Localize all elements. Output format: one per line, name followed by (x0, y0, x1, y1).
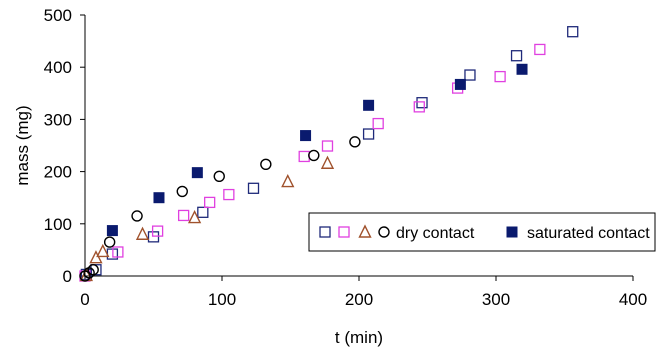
legend-markers (319, 224, 518, 238)
data-point-dry-circle (87, 264, 99, 276)
legend-marker-saturated (506, 226, 518, 238)
legend-label-dry-contact: dry contact (396, 225, 475, 242)
x-tick-label: 300 (482, 290, 510, 309)
data-point-dry-square-magenta (494, 70, 506, 83)
y-tick-label: 200 (44, 163, 72, 182)
data-point-saturated (300, 130, 312, 142)
data-point-dry-square-navy (510, 50, 523, 62)
data-point-dry-circle (260, 158, 272, 170)
y-axis-title: mass (mg) (13, 105, 32, 185)
data-point-dry-circle (131, 210, 143, 222)
data-point-dry-square-magenta (372, 117, 384, 130)
data-point-dry-square-navy (90, 264, 102, 276)
data-point-dry-square-navy (247, 182, 260, 194)
x-tick-label: 0 (80, 290, 89, 309)
y-tick-label: 300 (44, 110, 72, 129)
data-point-dry-square-magenta (534, 43, 546, 56)
x-tick-label: 200 (345, 290, 373, 309)
y-tick-label: 0 (63, 267, 72, 286)
x-axis-title: t (min) (335, 328, 383, 347)
y-tick-label: 400 (44, 58, 72, 77)
data-point-dry-square-magenta (223, 188, 235, 201)
data-point-dry-triangle (320, 155, 335, 169)
legend-label-saturated-contact: saturated contact (527, 225, 650, 242)
data-point-dry-circle (103, 236, 116, 248)
legend-marker-dry-circle (378, 226, 390, 238)
data-point-dry-square-magenta (321, 140, 334, 152)
legend-marker-dry-square-navy (319, 226, 331, 238)
data-point-dry-circle (213, 170, 225, 182)
y-tick-label: 100 (44, 215, 72, 234)
data-point-dry-circle (176, 185, 188, 198)
data-point-saturated (106, 225, 118, 237)
data-point-dry-triangle (187, 209, 202, 224)
data-point-dry-triangle (96, 243, 110, 258)
legend-marker-dry-square-magenta (338, 226, 350, 238)
y-tick-label: 500 (44, 6, 72, 25)
data-point-dry-square-navy (464, 69, 476, 81)
x-ticks: 0 100 200 300 400 (80, 276, 647, 309)
data-point-dry-square-navy (197, 206, 209, 218)
data-point-dry-square-magenta (177, 209, 190, 222)
data-point-dry-square-magenta (112, 246, 124, 258)
series-dry-triangle (79, 155, 335, 282)
data-point-dry-square-magenta (151, 225, 164, 237)
legend: dry contact saturated contact (308, 212, 656, 252)
data-point-dry-square-magenta (204, 196, 216, 209)
data-point-saturated (454, 78, 466, 90)
data-point-dry-square-magenta (413, 101, 425, 113)
data-point-dry-square-navy (416, 97, 428, 109)
legend-box (308, 212, 656, 252)
data-point-saturated (153, 192, 165, 204)
data-point-dry-circle (308, 149, 320, 162)
data-points (79, 26, 579, 282)
x-tick-label: 100 (208, 290, 236, 309)
data-point-dry-square-navy (362, 128, 375, 140)
series-saturated (106, 63, 528, 237)
data-point-dry-square-navy (567, 26, 579, 38)
data-point-dry-square-navy (147, 231, 160, 243)
y-ticks: 0 100 200 300 400 500 (44, 6, 85, 286)
legend-marker-dry-triangle (358, 224, 372, 238)
data-point-dry-triangle (281, 173, 295, 188)
data-point-dry-circle (349, 136, 361, 148)
data-point-saturated (363, 99, 375, 111)
x-tick-label: 400 (619, 290, 647, 309)
series-dry-circle (79, 136, 361, 282)
data-point-saturated (516, 63, 528, 75)
data-point-dry-triangle (135, 226, 150, 240)
data-point-dry-square-magenta (298, 150, 310, 163)
data-point-saturated (191, 167, 203, 179)
data-point-dry-triangle (89, 250, 103, 264)
